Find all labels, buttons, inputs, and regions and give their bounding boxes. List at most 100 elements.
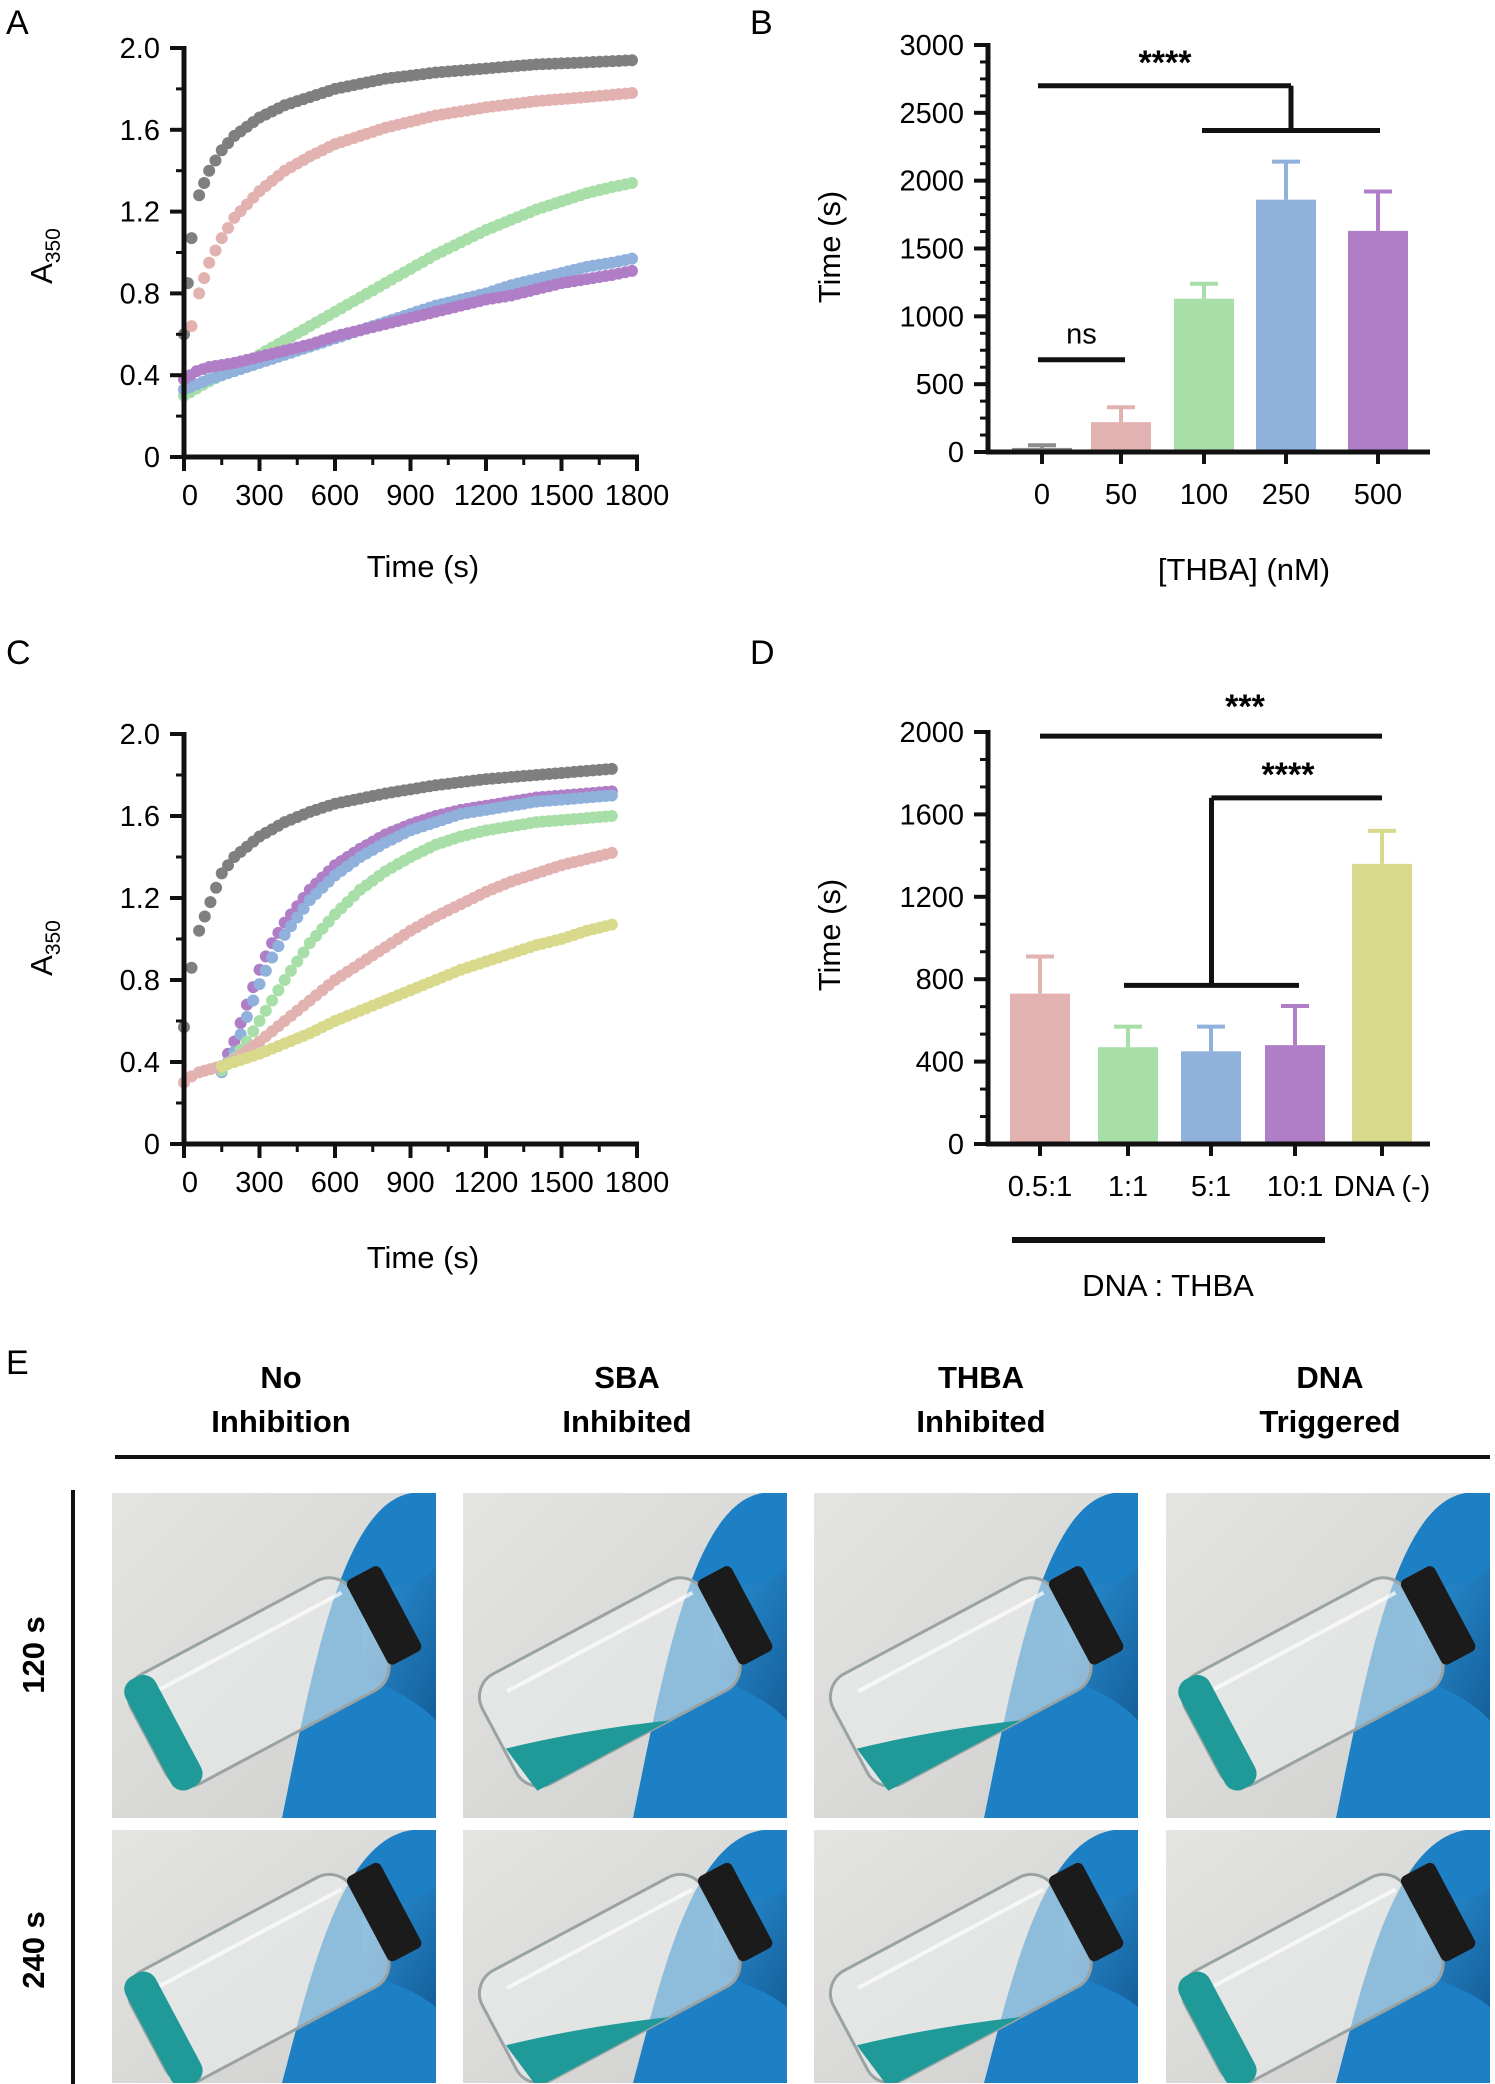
ylabel-c: A350 bbox=[24, 920, 65, 976]
column-header-1: SBA bbox=[594, 1360, 659, 1395]
data-point-series-1 bbox=[203, 256, 216, 269]
data-point-series-0 bbox=[222, 859, 235, 872]
bar-500 bbox=[1348, 230, 1408, 452]
panel-label-e: E bbox=[6, 1344, 29, 1382]
data-point-series-1 bbox=[198, 272, 211, 285]
x-tick-label: 250 bbox=[1262, 479, 1310, 511]
panel-a: A 0 0.4 0.8 1.2 1.6 2.0 0 300 600 900 1200 1500 1800… bbox=[6, 4, 669, 584]
column-header-1: Inhibited bbox=[562, 1404, 691, 1439]
y-tick-label: 500 bbox=[916, 369, 964, 401]
xlabel-b: [THBA] (nM) bbox=[1158, 552, 1330, 587]
glass-highlight bbox=[857, 1887, 1045, 1990]
vial-cap bbox=[697, 1566, 773, 1665]
vial-cap bbox=[1400, 1566, 1476, 1665]
y-tick-label: 400 bbox=[916, 1047, 964, 1079]
vial-photo bbox=[112, 1830, 436, 2083]
column-header-0: Inhibition bbox=[211, 1404, 350, 1439]
data-point-series-3 bbox=[259, 1004, 272, 1017]
column-header-2: THBA bbox=[938, 1360, 1024, 1395]
x-tick-label: 1500 bbox=[529, 480, 594, 512]
ns-label: ns bbox=[1066, 319, 1097, 351]
vial-photo bbox=[463, 1830, 787, 2083]
x-tick-label: 600 bbox=[311, 1167, 359, 1199]
column-header-3: DNA bbox=[1296, 1360, 1363, 1395]
glass-highlight bbox=[155, 1887, 343, 1990]
data-point-series-2 bbox=[247, 994, 260, 1007]
data-point-series-1 bbox=[222, 221, 235, 234]
data-point-series-0 bbox=[185, 961, 198, 974]
sig-label: **** bbox=[1139, 44, 1193, 82]
data-point-series-1 bbox=[215, 232, 228, 245]
x-tick-label: 0 bbox=[182, 1167, 198, 1199]
data-point-series-2 bbox=[291, 911, 304, 924]
vial-photo bbox=[814, 1830, 1138, 2083]
glass-highlight bbox=[857, 1590, 1045, 1694]
data-point-series-0 bbox=[185, 232, 198, 245]
gel-liquid bbox=[856, 1720, 1021, 1791]
data-point-series-0 bbox=[203, 164, 216, 177]
data-point-series-0 bbox=[605, 762, 618, 775]
bar-50 bbox=[1091, 422, 1151, 452]
y-tick-label: 0.8 bbox=[120, 965, 160, 997]
vial-photo bbox=[1166, 1493, 1490, 1818]
y-tick-label: 1.2 bbox=[120, 883, 160, 915]
column-header-2: Inhibited bbox=[916, 1404, 1045, 1439]
bar-DNA bbox=[1352, 863, 1412, 1144]
gel-liquid bbox=[1178, 1971, 1257, 2083]
x-tick-label: 10:1 bbox=[1267, 1171, 1323, 1203]
y-tick-label: 0.4 bbox=[120, 1047, 160, 1079]
vial-cap bbox=[346, 1566, 422, 1665]
y-tick-label: 2.0 bbox=[120, 719, 160, 751]
column-header-3: Triggered bbox=[1259, 1404, 1400, 1439]
vial-cap bbox=[1048, 1862, 1124, 1962]
data-point-series-2 bbox=[605, 789, 618, 802]
data-point-series-3 bbox=[291, 955, 304, 968]
y-tick-label: 800 bbox=[916, 964, 964, 996]
vial-cap bbox=[697, 1862, 773, 1962]
data-point-series-2 bbox=[284, 920, 297, 933]
y-tick-label: 1.2 bbox=[120, 197, 160, 229]
gel-liquid bbox=[1178, 1674, 1257, 1791]
y-tick-label: 1200 bbox=[899, 882, 964, 914]
glass-highlight bbox=[506, 1887, 694, 1990]
data-point-series-2 bbox=[266, 951, 279, 964]
data-point-series-1 bbox=[625, 86, 638, 99]
y-tick-label: 1000 bbox=[899, 301, 964, 333]
data-point-series-0 bbox=[193, 189, 206, 202]
data-point-series-0 bbox=[209, 154, 222, 167]
vial-cap bbox=[346, 1862, 422, 1962]
x-tick-label: 0.5:1 bbox=[1008, 1171, 1073, 1203]
x-tick-label: 1500 bbox=[529, 1167, 594, 1199]
data-point-series-2 bbox=[253, 978, 266, 991]
x-tick-label: DNA (-) bbox=[1334, 1171, 1431, 1203]
panel-label-b: B bbox=[750, 4, 773, 42]
x-tick-label: 1:1 bbox=[1108, 1171, 1148, 1203]
x-tick-label: 1800 bbox=[605, 1167, 670, 1199]
y-tick-label: 0 bbox=[144, 442, 160, 474]
data-point-series-3 bbox=[625, 252, 638, 265]
data-point-series-3 bbox=[278, 974, 291, 986]
vial-cap bbox=[1400, 1862, 1476, 1962]
bar-051 bbox=[1010, 993, 1070, 1144]
x-tick-label: 50 bbox=[1105, 479, 1137, 511]
y-tick-label: 2500 bbox=[899, 98, 964, 130]
y-tick-label: 2.0 bbox=[120, 33, 160, 65]
bar-100 bbox=[1174, 298, 1234, 452]
x-tick-label: 500 bbox=[1354, 479, 1402, 511]
bar-101 bbox=[1265, 1045, 1325, 1144]
data-point-series-0 bbox=[198, 176, 211, 189]
data-point-series-1 bbox=[185, 320, 198, 333]
vial-photo bbox=[1166, 1830, 1490, 2083]
data-point-series-4 bbox=[625, 264, 638, 277]
data-point-series-3 bbox=[272, 984, 285, 997]
xlabel-d: DNA : THBA bbox=[1082, 1268, 1254, 1303]
sig-label: *** bbox=[1225, 688, 1265, 726]
y-tick-label: 1.6 bbox=[120, 115, 160, 147]
data-point-series-5 bbox=[605, 918, 618, 931]
column-header-0: No bbox=[260, 1360, 301, 1395]
y-tick-label: 1.6 bbox=[120, 801, 160, 833]
bar-51 bbox=[1181, 1051, 1241, 1144]
data-point-series-2 bbox=[240, 1010, 253, 1023]
data-point-series-0 bbox=[193, 924, 206, 937]
x-tick-label: 300 bbox=[235, 480, 283, 512]
